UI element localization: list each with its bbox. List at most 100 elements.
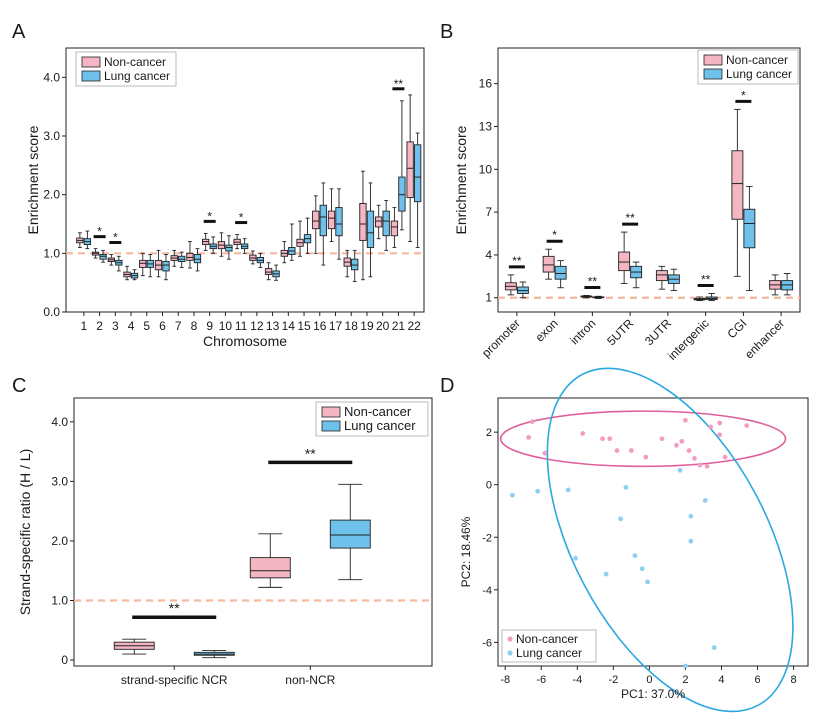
panel-d-point-lung — [711, 645, 717, 651]
panel-d-legend-label-noncancer: Non-cancer — [516, 632, 578, 646]
panel-a-significance-mark: ** — [394, 77, 404, 91]
panel-d-point-noncancer — [686, 448, 692, 453]
panel-a-ylabel: Enrichment score — [25, 125, 41, 234]
panel-d-point-lung — [603, 571, 609, 577]
panel-b-xtick-label: CGI — [725, 316, 750, 341]
panel-d-point-noncancer — [600, 436, 605, 442]
panel-c-axes-frame — [73, 397, 433, 667]
panel-d-point-lung — [683, 663, 688, 669]
panel-a-xtick-label: 12 — [250, 319, 264, 333]
panel-a-box-lung-box — [99, 254, 107, 260]
panel-a-ytick-label: 2.0 — [43, 188, 60, 202]
panel-d-point-lung — [535, 488, 541, 494]
panel-d-legend-marker-lung — [507, 650, 513, 656]
panel-a-ytick-label: 3.0 — [43, 129, 60, 143]
panel-a-ytick-label: 0.0 — [43, 305, 60, 319]
panel-c-ytick-label: 3.0 — [51, 474, 68, 488]
panel-a-box-noncancer-box — [359, 203, 367, 241]
panel-d-legend-frame — [501, 629, 597, 663]
panel-d-legend-label-lung: Lung cancer — [516, 646, 582, 660]
panel-a-box-noncancer-box — [406, 141, 414, 199]
panel-d-point-lung — [618, 516, 623, 522]
panel-a-legend-label-lung: Lung cancer — [104, 69, 170, 83]
panel-c-significance-mark: ** — [169, 600, 180, 616]
panel-b-significance-mark: ** — [625, 211, 635, 225]
panel-a-significance-mark: * — [113, 231, 118, 245]
panel-d-point-noncancer — [717, 432, 723, 438]
panel-a-legend-label-noncancer: Non-cancer — [104, 55, 166, 69]
panel-d-point-lung — [688, 538, 694, 544]
panel-c-legend-label-lung: Lung cancer — [344, 418, 416, 433]
panel-a-box-noncancer-box — [375, 216, 383, 228]
panel-c-ytick-label: 2.0 — [51, 534, 68, 548]
panel-d-point-lung — [639, 566, 645, 572]
panel-b-significance-mark: * — [552, 228, 557, 242]
panel-d-xtick-label: 2 — [682, 674, 688, 686]
panel-c-box-lung-box — [329, 519, 371, 549]
panel-a-xlabel: Chromosome — [203, 333, 287, 349]
panel-a-legend-swatch-lung — [81, 70, 101, 82]
panel-a-box-lung-box — [382, 210, 390, 237]
panel-a-box-lung-box — [335, 207, 343, 237]
panel-b-significance-mark: * — [741, 88, 746, 102]
panel-b-ytick-label: 4 — [485, 248, 492, 262]
panel-c-ytick-label: 1.0 — [51, 593, 68, 607]
panel-b-legend-swatch-noncancer — [703, 54, 723, 66]
panel-d-point-noncancer — [628, 448, 634, 453]
panel-a-xtick-label: 16 — [313, 319, 327, 333]
panel-b-ytick-label: 7 — [485, 205, 492, 219]
panel-b-xtick-label: 3UTR — [642, 316, 674, 348]
panel-d-xtick-label: -8 — [500, 674, 510, 686]
panel-b: 1 4 7 10 13 16 promoter ** exon * intron ** 5UTR ** 3U… — [453, 47, 801, 363]
panel-a-xtick-label: 18 — [345, 319, 359, 333]
panel-d-xtick-label: -2 — [608, 674, 618, 686]
panel-a-axes-frame — [65, 47, 425, 313]
panel-a-box-noncancer-box — [139, 259, 147, 268]
panel-d-point-noncancer — [659, 436, 665, 442]
panel-c-xtick-label: strand-specific NCR — [121, 673, 228, 687]
panel-d-point-lung — [677, 467, 683, 473]
panel-c-legend-swatch-lung — [321, 420, 341, 432]
panel-d-point-noncancer — [643, 454, 649, 460]
panel-c-box-noncancer-box — [249, 557, 291, 579]
panel-c-significance-mark: ** — [305, 445, 316, 461]
panel-a-xtick-label: 8 — [191, 319, 198, 333]
panel-a-box-noncancer-box — [264, 268, 273, 275]
panel-d-point-noncancer — [614, 448, 620, 453]
panel-d-ytick-label: -6 — [482, 637, 492, 649]
panel-b-ytick-label: 1 — [485, 291, 492, 305]
panel-d-axes-frame — [497, 397, 809, 667]
panel-d-point-noncancer — [717, 420, 723, 426]
panel-b-ytick-label: 16 — [479, 77, 493, 91]
panel-a-xtick-label: 2 — [96, 319, 103, 333]
panel-b-xtick-label: intergenic — [665, 316, 712, 363]
panel-d-ytick-label: -4 — [482, 585, 492, 597]
panel-d-point-noncancer — [679, 438, 685, 444]
panel-b-xtick-label: enhancer — [742, 316, 787, 361]
panel-d-point-noncancer — [708, 424, 714, 430]
panel-c: 0 1.0 2.0 3.0 4.0 strand-specific NCR ** non-NC… — [17, 397, 433, 687]
panel-b-xtick-label: promoter — [479, 316, 523, 360]
panel-a-xtick-label: 6 — [159, 319, 166, 333]
panel-b-significance-mark: ** — [512, 254, 522, 268]
panel-d-xtick-label: 4 — [718, 674, 724, 686]
panel-b-box-noncancer-box — [618, 251, 631, 272]
panel-label-d: D — [440, 375, 454, 397]
panel-d-point-noncancer — [697, 462, 703, 468]
panel-d-point-lung — [623, 484, 629, 490]
panel-a-box-noncancer-box — [312, 210, 320, 230]
panel-a-xtick-label: 20 — [376, 319, 390, 333]
panel-b-xtick-label: exon — [532, 316, 560, 344]
panel-a: 0.01.02.03.04.01 2*3*4 5 6 7 8 9*10 11*12 13 14 15… — [25, 47, 425, 349]
panel-d-point-noncancer — [744, 423, 750, 428]
panel-a-xtick-label: 4 — [128, 319, 135, 333]
panel-b-legend-label-noncancer: Non-cancer — [726, 53, 788, 67]
panel-a-xtick-label: 7 — [175, 319, 182, 333]
panel-d-legend-marker-noncancer — [507, 636, 513, 642]
panel-a-xtick-label: 9 — [206, 319, 213, 333]
panel-d-point-lung — [573, 555, 578, 561]
panel-b-legend-swatch-lung — [703, 68, 723, 80]
panel-d-xtick-label: -4 — [572, 674, 582, 686]
panel-a-xtick-label: 3 — [112, 319, 119, 333]
panel-d-point-lung — [688, 513, 694, 519]
